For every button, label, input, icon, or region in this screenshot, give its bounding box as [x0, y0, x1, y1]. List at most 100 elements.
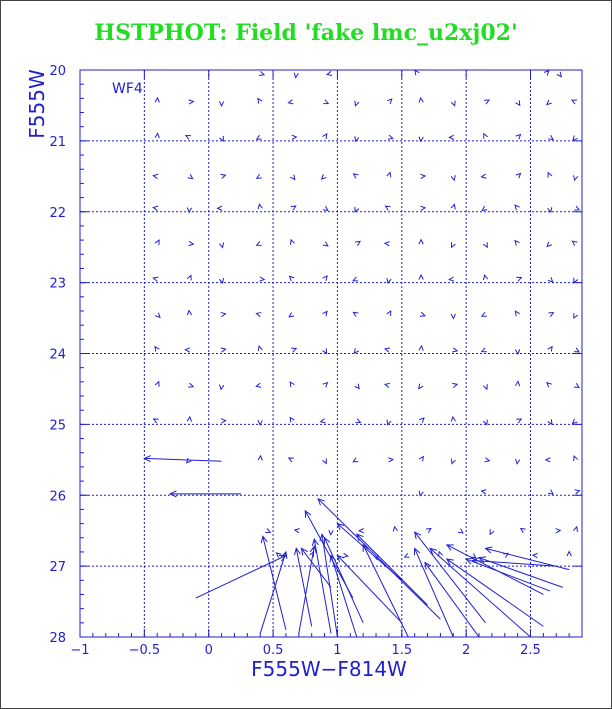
arrow-head — [418, 136, 424, 143]
y-tick-label: 27 — [49, 560, 66, 575]
arrow-head — [352, 173, 359, 179]
vector-arrow — [356, 533, 428, 606]
arrow-head — [420, 173, 427, 179]
arrow-head — [358, 528, 364, 534]
arrow-head — [288, 312, 295, 318]
arrow-head — [547, 171, 553, 178]
arrow-head — [515, 380, 521, 387]
vector-arrow — [321, 534, 338, 638]
arrow-head — [257, 203, 263, 210]
arrow-head — [186, 274, 192, 281]
x-tick-label: 1.5 — [391, 643, 412, 658]
arrow-head — [383, 382, 391, 388]
vector-arrow — [295, 548, 313, 627]
arrow-head — [259, 276, 266, 282]
arrow-head — [220, 311, 227, 318]
arrow-head — [289, 238, 295, 245]
arrow-head — [260, 535, 268, 544]
arrow-head — [322, 310, 328, 317]
arrow-head — [186, 309, 193, 316]
arrow-head — [450, 313, 456, 320]
arrow-head — [418, 96, 424, 103]
arrow-head — [519, 527, 526, 534]
arrow-head — [482, 419, 488, 426]
arrow-head — [320, 174, 327, 180]
arrow-head — [188, 382, 195, 388]
arrow-head — [515, 133, 522, 140]
arrow-head — [448, 276, 455, 282]
arrow-head — [218, 101, 225, 108]
arrow-head — [573, 455, 579, 462]
arrow-head — [450, 203, 456, 210]
arrow-head — [418, 344, 424, 351]
arrow-head — [571, 240, 578, 246]
vector-arrow — [465, 558, 550, 592]
arrow-head — [336, 554, 345, 563]
arrow-head — [571, 418, 578, 425]
arrow-head — [386, 98, 393, 104]
arrow-head — [154, 132, 160, 139]
arrow-head — [451, 242, 456, 249]
arrow-head — [383, 241, 390, 247]
arrow-head — [255, 173, 262, 179]
arrow-head — [322, 381, 329, 388]
arrow-head — [154, 96, 160, 103]
arrow-head — [547, 345, 553, 352]
arrow-head — [293, 72, 299, 79]
y-tick-label: 28 — [49, 631, 66, 646]
arrow-head — [424, 561, 432, 570]
arrow-head — [484, 457, 491, 463]
vector-arrow — [478, 557, 563, 588]
arrow-head — [457, 528, 464, 534]
vector-arrow — [485, 547, 570, 571]
x-tick-label: 2.5 — [520, 643, 541, 658]
arrow-head — [482, 384, 488, 391]
arrow-head — [325, 70, 333, 77]
vector-arrow — [313, 539, 332, 634]
arrow-head — [514, 239, 520, 246]
vector-arrow — [362, 544, 409, 638]
arrow-head — [514, 310, 520, 317]
arrow-head — [420, 205, 427, 211]
arrow-head — [220, 418, 227, 424]
arrow-head — [547, 207, 553, 214]
arrow-head — [445, 544, 454, 551]
arrow-head — [452, 382, 459, 389]
arrow-head — [574, 205, 581, 211]
arrow-head — [386, 171, 392, 178]
arrow-head — [354, 206, 360, 213]
arrow-head — [186, 415, 192, 422]
arrow-head — [572, 135, 578, 142]
arrow-head — [255, 382, 262, 388]
arrow-head — [155, 312, 161, 319]
arrow-head — [168, 490, 177, 498]
arrow-head — [480, 347, 487, 353]
arrow-head — [220, 347, 227, 353]
arrow-head — [304, 509, 312, 518]
arrow-head — [484, 546, 493, 554]
y-tick-label: 24 — [49, 348, 66, 363]
arrow-head — [386, 309, 392, 316]
arrow-head — [259, 70, 266, 76]
arrow-head — [152, 418, 159, 424]
arrow-head — [362, 543, 369, 552]
y-tick-label: 23 — [49, 277, 66, 292]
arrow-head — [352, 457, 359, 463]
arrow-head — [515, 349, 521, 356]
arrow-head — [257, 345, 263, 352]
arrow-head — [336, 522, 345, 531]
arrow-head — [322, 458, 327, 465]
arrow-head — [255, 241, 262, 246]
arrow-head — [355, 240, 362, 246]
arrow-head — [143, 455, 151, 463]
x-tick-label: −0.5 — [129, 643, 161, 658]
grid — [80, 70, 582, 637]
arrow-head — [547, 419, 553, 426]
arrow-head — [471, 557, 480, 565]
arrow-head — [482, 274, 489, 281]
arrow-head — [216, 205, 223, 211]
arrow-head — [418, 273, 424, 280]
y-tick-label: 25 — [49, 418, 66, 433]
arrow-head — [548, 489, 554, 495]
arrow-head — [186, 207, 193, 214]
